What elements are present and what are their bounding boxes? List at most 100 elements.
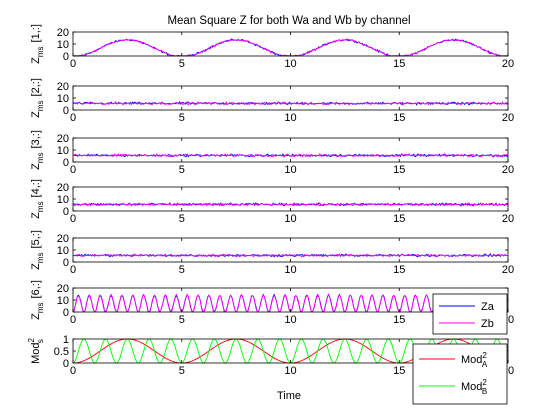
x-tick-label: 10 (284, 112, 296, 124)
y-tick-label: 20 (57, 283, 69, 295)
legend-label: Mod2 B (461, 378, 487, 396)
y-label-row: [5,:] (30, 230, 42, 248)
x-tick-label: 15 (393, 112, 405, 124)
legend-box (432, 293, 508, 335)
y-tick-label: 10 (57, 145, 69, 157)
y-label-main: Z (30, 111, 42, 118)
x-tick-label: 0 (70, 112, 76, 124)
x-tick-label: 15 (393, 314, 405, 326)
x-tick-label: 5 (179, 264, 185, 276)
y-axis-label-3: Zms [3,:] (30, 130, 45, 170)
y-label-sub: ms (36, 100, 45, 111)
y-label-main: Z (30, 212, 42, 219)
series-line-3-2 (72, 152, 509, 158)
x-tick-label: 15 (393, 58, 405, 70)
y-label-sub: ms (36, 302, 45, 313)
x-tick-label: 10 (284, 314, 296, 326)
legend-mod: Mod2 A Mod2 B (412, 343, 508, 405)
x-tick-label: 5 (179, 365, 185, 377)
y-label-row: [3,:] (30, 130, 42, 148)
y-label-main: Z (30, 57, 42, 64)
y-label-sup: 2 (27, 338, 36, 343)
y-label-main: Mod (30, 343, 42, 364)
y-tick-label: 0 (63, 257, 69, 269)
x-tick-label: 0 (70, 314, 76, 326)
x-tick-label: 10 (284, 365, 296, 377)
series-line-2-2 (72, 101, 509, 106)
y-axis-label-2: Zms [2,:] (30, 78, 45, 118)
y-label-sub: ms (36, 152, 45, 163)
x-tick-label: 0 (70, 365, 76, 377)
y-tick-label: 0 (63, 105, 69, 117)
y-tick-label: 20 (57, 27, 69, 39)
x-tick-label: 0 (70, 264, 76, 276)
y-axis-label-7: Mod2s (27, 338, 45, 364)
legend-label: Zb (481, 318, 494, 330)
y-label-row: [1,:] (30, 24, 42, 42)
x-axis-label: Time (277, 390, 301, 402)
y-tick-label: 0 (63, 51, 69, 63)
y-tick-label: 10 (57, 295, 69, 307)
y-tick-label: 10 (57, 93, 69, 105)
y-label-sub: ms (36, 46, 45, 57)
x-tick-label: 5 (179, 112, 185, 124)
y-tick-label: 20 (57, 81, 69, 93)
y-label-row: [6,:] (30, 280, 42, 298)
y-tick-label: 0.5 (54, 346, 69, 358)
series-line-5-2 (72, 253, 509, 258)
x-tick-label: 5 (179, 164, 185, 176)
x-tick-label: 15 (393, 213, 405, 225)
y-label-row: [2,:] (30, 78, 42, 96)
y-tick-label: 20 (57, 182, 69, 194)
y-tick-label: 0 (63, 358, 69, 370)
series-line-4-2 (72, 202, 509, 207)
x-tick-label: 0 (70, 213, 76, 225)
legend-label: Za (481, 301, 495, 313)
y-label-row: [4,:] (30, 179, 42, 197)
x-tick-label: 15 (393, 164, 405, 176)
y-axis-label-5: Zms [5,:] (30, 230, 45, 270)
chart-title: Mean Square Z for both Wa and Wb by chan… (167, 15, 410, 27)
x-tick-label: 20 (502, 164, 514, 176)
y-tick-label: 1 (63, 334, 69, 346)
y-tick-label: 10 (57, 39, 69, 51)
x-tick-label: 0 (70, 58, 76, 70)
y-tick-label: 0 (63, 307, 69, 319)
y-label-main: Z (30, 263, 42, 270)
y-tick-label: 0 (63, 206, 69, 218)
x-tick-label: 20 (502, 58, 514, 70)
x-tick-label: 0 (70, 164, 76, 176)
x-tick-label: 10 (284, 164, 296, 176)
y-label-main: Z (30, 163, 42, 170)
y-tick-label: 10 (57, 245, 69, 257)
y-label-main: Z (30, 313, 42, 320)
x-tick-label: 15 (393, 264, 405, 276)
x-tick-label: 10 (284, 264, 296, 276)
y-tick-label: 20 (57, 233, 69, 245)
x-tick-label: 15 (393, 365, 405, 377)
y-tick-label: 10 (57, 194, 69, 206)
x-tick-label: 20 (502, 112, 514, 124)
legend-box (412, 343, 508, 405)
x-tick-label: 5 (179, 58, 185, 70)
y-axis-label-4: Zms [4,:] (30, 179, 45, 219)
x-tick-label: 5 (179, 213, 185, 225)
y-axis-label-1: Zms [1,:] (30, 24, 45, 64)
y-label-sub: ms (36, 252, 45, 263)
y-label-sub: ms (36, 201, 45, 212)
y-tick-label: 20 (57, 133, 69, 145)
y-tick-label: 0 (63, 157, 69, 169)
x-tick-label: 10 (284, 213, 296, 225)
y-label-sub: s (36, 339, 45, 343)
legend-label: Mod2 A (461, 351, 488, 369)
x-tick-label: 20 (502, 264, 514, 276)
legend-z: Za Zb (432, 293, 508, 335)
x-tick-label: 20 (502, 213, 514, 225)
